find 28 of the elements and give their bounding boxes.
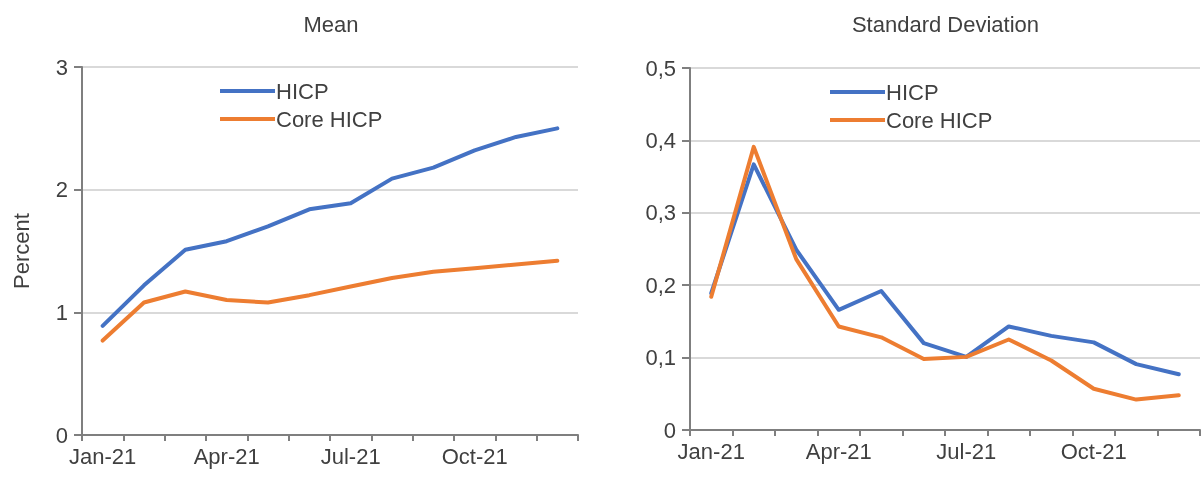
line-series	[100, 126, 560, 328]
x-tick-label: Apr-21	[193, 443, 260, 469]
y-tick-label: 2	[55, 177, 68, 203]
x-tick-label: Oct-21	[1060, 438, 1127, 464]
y-axis-title: Percent	[8, 213, 34, 289]
y-tick-label: 0,4	[645, 127, 676, 153]
legend-label: HICP	[276, 78, 329, 104]
line-series	[100, 258, 560, 343]
chart-title: Standard Deviation	[851, 11, 1040, 37]
x-tick-label: Oct-21	[441, 443, 508, 469]
legend-label: Core HICP	[886, 107, 993, 133]
y-tick-label: 0,5	[645, 55, 676, 81]
y-tick-label: 1	[55, 299, 68, 325]
y-tick-label: 0	[663, 417, 676, 443]
x-tick-label: Jan-21	[677, 438, 745, 464]
x-tick-label: Apr-21	[805, 438, 872, 464]
x-tick-label: Jan-21	[69, 443, 137, 469]
x-tick-label: Jul-21	[320, 443, 381, 469]
legend-label: Core HICP	[276, 106, 383, 132]
y-tick-label: 3	[55, 54, 68, 80]
chart-title: Mean	[303, 11, 359, 37]
y-tick-label: 0,2	[645, 272, 676, 298]
y-tick-label: 0,1	[645, 345, 676, 371]
x-tick-label: Jul-21	[936, 438, 997, 464]
y-tick-label: 0,3	[645, 200, 676, 226]
legend-label: HICP	[886, 79, 939, 105]
line-series	[709, 144, 1181, 402]
y-tick-label: 0	[55, 422, 68, 448]
